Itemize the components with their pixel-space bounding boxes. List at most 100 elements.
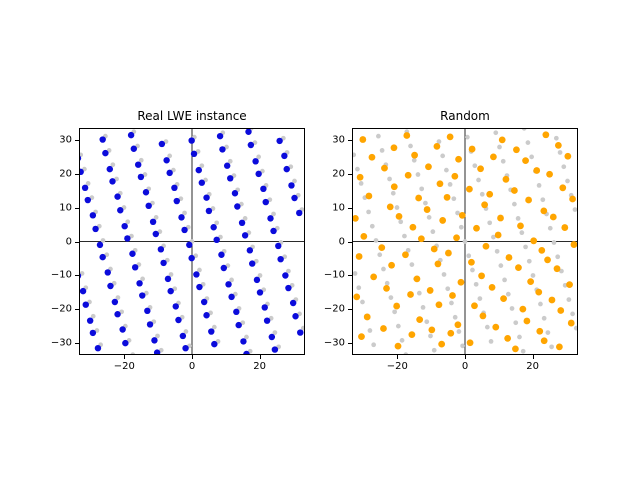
lattice-point (387, 176, 392, 182)
lwe-samples-point (188, 254, 195, 262)
lattice-point (140, 276, 145, 282)
y-tick-mark (75, 241, 79, 243)
lwe-samples-point (281, 152, 288, 160)
lattice-point (573, 325, 578, 331)
lattice-point (530, 273, 536, 278)
lwe-samples-point (124, 235, 131, 242)
lattice-point (502, 277, 507, 283)
lattice-point (371, 342, 377, 348)
random-samples-point (408, 331, 416, 338)
lwe-samples-point (149, 218, 157, 226)
lattice-point (515, 216, 521, 221)
lattice-point (491, 234, 496, 240)
random-samples-point (390, 183, 398, 191)
random-samples-point (381, 164, 388, 172)
lwe-samples-point (121, 222, 128, 230)
lwe-samples-point (291, 194, 298, 202)
random-samples-point (386, 203, 394, 211)
random-samples-point (512, 345, 519, 353)
lattice-point (352, 271, 358, 276)
random-samples-point (567, 319, 575, 327)
random-samples-point (416, 316, 424, 324)
lwe-samples-point (235, 321, 242, 329)
random-samples-point (352, 215, 359, 222)
random-samples-point (523, 317, 531, 325)
x-tick-label: 0 (188, 361, 196, 372)
random-samples-point (439, 217, 447, 224)
random-samples-point (500, 295, 507, 302)
lattice-point (509, 306, 515, 311)
lattice-point (470, 267, 475, 273)
lattice-point (436, 139, 442, 144)
lwe-samples-point (211, 340, 218, 348)
lattice-point (557, 150, 563, 155)
lwe-samples-point (289, 299, 297, 307)
lwe-samples-point (160, 259, 167, 267)
y-tick-mark (75, 173, 79, 175)
random-samples-point (433, 142, 441, 150)
lwe-samples-point (234, 203, 241, 210)
lattice-point (559, 268, 564, 274)
lwe-samples-point (292, 313, 299, 320)
lwe-plot: Real LWE instance −20 0 20 30 20 10 0 −10 −20 −30 (51, 109, 305, 372)
lwe-samples-point (172, 303, 179, 310)
lattice-point (512, 201, 517, 207)
lattice-point (405, 247, 411, 253)
lwe-samples-point (136, 280, 143, 287)
random-samples-point (423, 206, 431, 213)
lattice-point (541, 315, 547, 321)
random-samples-point (481, 201, 489, 209)
lattice-point (484, 324, 490, 330)
random-samples-point (409, 223, 417, 231)
y-tick-label: −20 (50, 303, 72, 315)
random-samples-point (394, 342, 402, 350)
random-samples-point (353, 293, 361, 301)
plot-title-random: Random (440, 109, 490, 123)
lattice-point (292, 178, 297, 184)
lattice-point (472, 163, 478, 169)
y-tick-label: −30 (50, 337, 72, 349)
y-tick-label: 20 (332, 168, 345, 180)
lwe-samples-point (196, 283, 203, 291)
lattice-point (494, 248, 500, 254)
lattice-point (257, 273, 263, 278)
lwe-samples-point (157, 246, 165, 253)
random-samples-point (445, 249, 452, 257)
random-samples-point (490, 153, 497, 161)
random-samples-point (403, 132, 411, 139)
y-tick-mark (348, 241, 352, 243)
lwe-samples-point (79, 168, 84, 176)
lattice-point (242, 216, 248, 221)
lattice-point (419, 186, 425, 192)
lattice-point (390, 190, 396, 196)
lattice-point (356, 285, 362, 291)
random-samples-point (556, 343, 563, 351)
lattice-point (358, 181, 364, 186)
random-samples-point (426, 287, 434, 294)
lwe-samples-point (94, 344, 102, 352)
random-samples-point (502, 175, 510, 183)
lwe-samples-point (145, 202, 152, 210)
lwe-samples-point (277, 255, 284, 263)
lwe-samples-point (218, 251, 225, 258)
random-samples-point (458, 211, 466, 219)
lwe-samples-point (127, 131, 135, 139)
random-samples-point (554, 141, 562, 149)
random-samples-point (457, 278, 465, 286)
lwe-samples-point (190, 150, 198, 158)
random-samples-point (407, 291, 414, 298)
lwe-samples-point (144, 307, 151, 315)
x-tick-mark (124, 355, 126, 359)
lattice-point (525, 140, 531, 145)
lattice-point (488, 339, 494, 344)
lattice-point (379, 148, 385, 153)
random-samples-point (535, 288, 543, 296)
lattice-point (373, 238, 379, 243)
random-samples-point (498, 136, 506, 144)
lwe-samples-point (131, 264, 139, 271)
lattice-point (555, 254, 561, 260)
lwe-samples-point (268, 333, 276, 341)
lattice-point (167, 153, 173, 159)
lattice-point (428, 333, 433, 339)
random-samples-point (360, 233, 368, 240)
